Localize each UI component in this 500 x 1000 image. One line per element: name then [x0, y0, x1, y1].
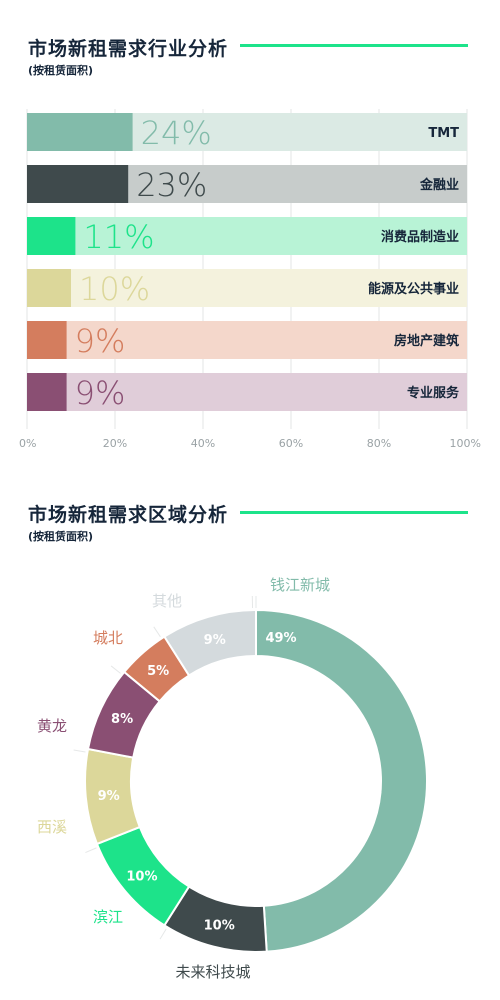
donut-category-label: 其他: [152, 592, 182, 610]
region-title-line: [240, 511, 468, 514]
bar-track: [27, 373, 467, 411]
bar-value-label: 23%: [136, 166, 207, 204]
bar-track: [27, 321, 467, 359]
bar-value-label: 24%: [141, 114, 212, 152]
x-tick-label: 0%: [19, 437, 36, 450]
bar-track: [27, 217, 467, 255]
bar-category-label: 能源及公共事业: [368, 281, 459, 297]
region-chart-subtitle: (按租赁面积): [28, 530, 94, 543]
leader-tick: [153, 626, 161, 638]
donut-category-label: 城北: [93, 629, 123, 647]
bar-0: [27, 113, 133, 151]
bar-track: [27, 269, 467, 307]
bar-3: [27, 269, 71, 307]
donut-slice-0: [255, 608, 429, 953]
industry-chart-title: 市场新租需求行业分析: [28, 38, 229, 60]
bar-2: [27, 217, 76, 255]
bar-category-label: 消费品制造业: [381, 229, 459, 245]
donut-category-label: 钱江新城: [270, 576, 330, 594]
bar-value-label: 9%: [75, 374, 126, 412]
donut-value-label: 10%: [204, 918, 235, 933]
donut-value-label: 8%: [111, 712, 133, 727]
x-tick-label: 100%: [450, 437, 481, 450]
x-tick-label: 80%: [367, 437, 391, 450]
industry-title-line: [240, 44, 468, 47]
leader-tick: [73, 749, 86, 753]
donut-value-label: 5%: [147, 664, 169, 679]
bar-value-label: 11%: [83, 218, 154, 256]
bar-value-label: 9%: [75, 322, 126, 360]
donut-value-label: 10%: [126, 869, 157, 884]
donut-value-label: 9%: [98, 789, 120, 804]
leader-tick: [85, 847, 97, 853]
bar-category-label: TMT: [428, 126, 459, 141]
bar-category-label: 金融业: [419, 177, 459, 193]
donut-value-label: 9%: [204, 633, 226, 648]
region-chart-title: 市场新租需求区域分析: [28, 504, 229, 526]
donut-category-label: 滨江: [93, 908, 123, 926]
bar-value-label: 10%: [79, 270, 150, 308]
industry-chart-subtitle: (按租赁面积): [28, 64, 94, 77]
industry-bar-chart: 24% TMT 23% 金融业 11% 消费品制造业 10% 能源及公共事业 9% 房地产建筑 9%…: [19, 109, 481, 450]
donut-slice-6: [162, 608, 257, 677]
x-tick-label: 60%: [279, 437, 303, 450]
leader-tick: [159, 928, 167, 940]
bar-category-label: 专业服务: [407, 385, 460, 401]
donut-category-label: 西溪: [37, 818, 67, 836]
donut-category-label: 黄龙: [37, 717, 67, 735]
bar-4: [27, 321, 67, 359]
donut-category-label: 未来科技城: [175, 963, 250, 981]
bar-5: [27, 373, 67, 411]
x-tick-label: 40%: [191, 437, 215, 450]
leader-tick: [110, 665, 121, 674]
x-tick-label: 20%: [103, 437, 127, 450]
bar-1: [27, 165, 129, 203]
donut-value-label: 49%: [265, 631, 296, 646]
bar-category-label: 房地产建筑: [394, 333, 459, 349]
